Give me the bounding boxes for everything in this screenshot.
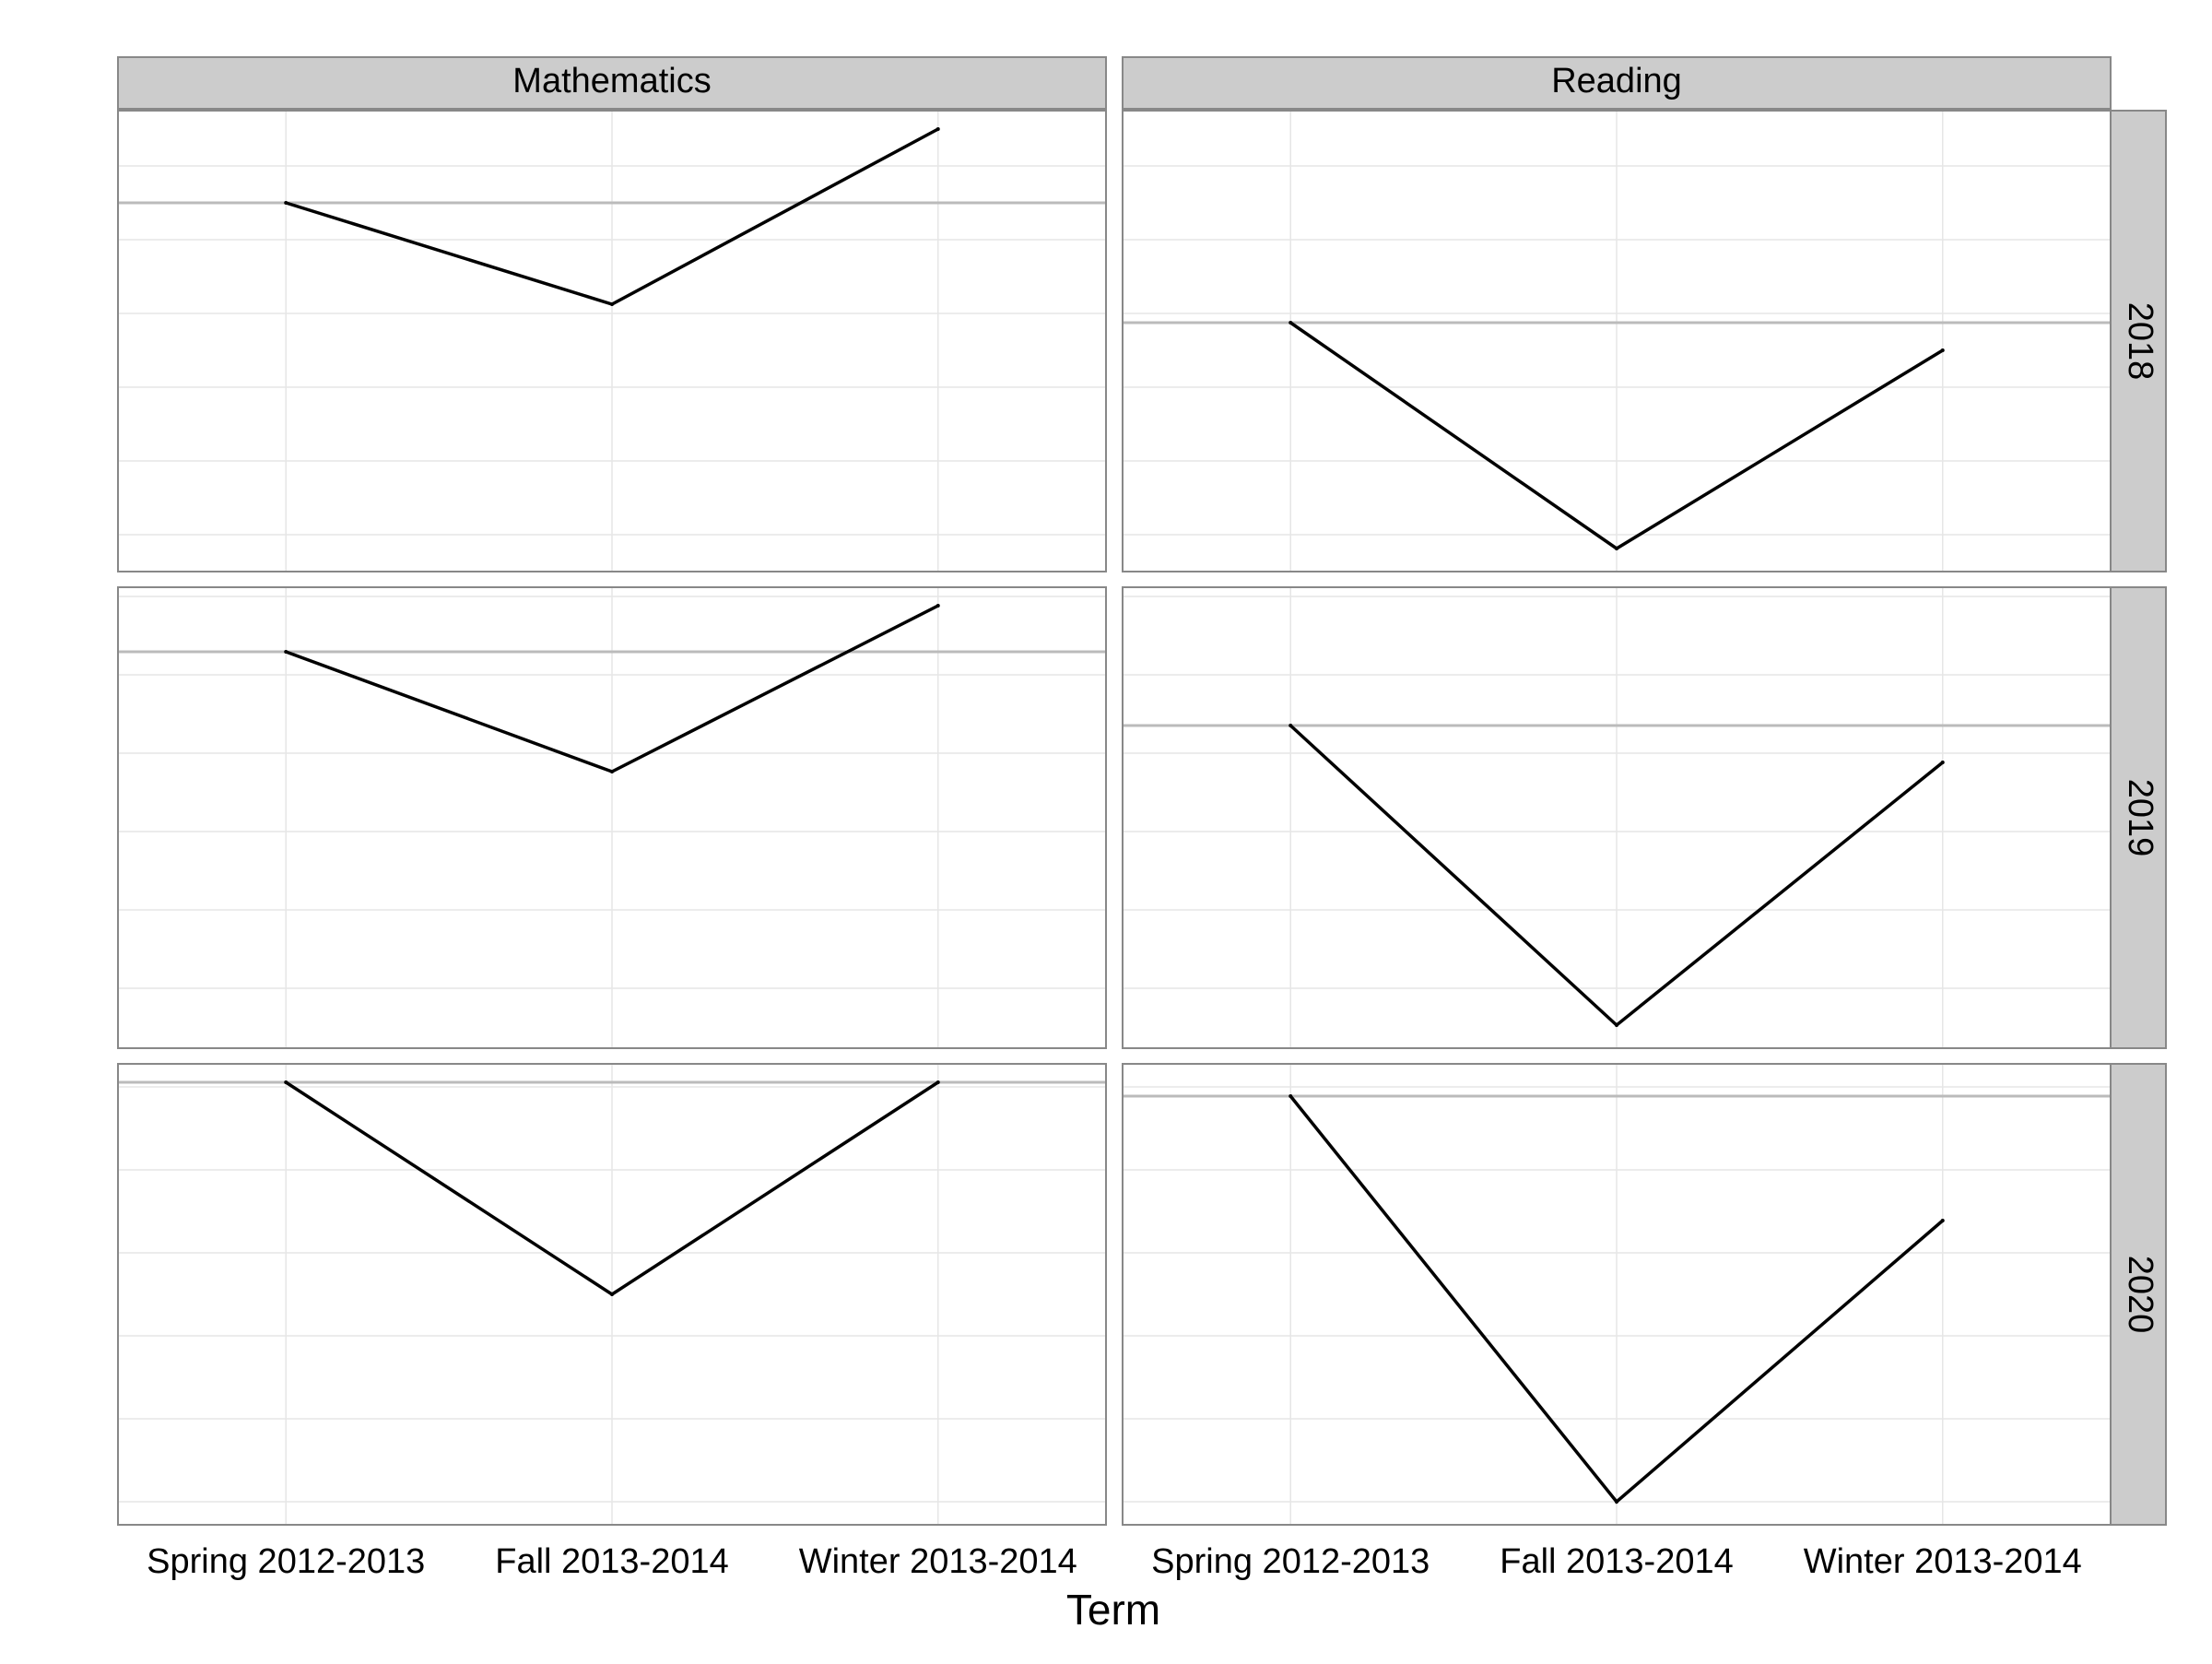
data-point-mathematics-2020-0 xyxy=(284,1080,288,1084)
x-tick-label-mathematics-0: Spring 2012-2013 xyxy=(147,1542,425,1581)
panel-border-reading-2018 xyxy=(1122,110,2112,572)
data-point-mathematics-2019-2 xyxy=(935,604,940,608)
x-tick-label-reading-2: Winter 2013-2014 xyxy=(1804,1542,2082,1581)
panel-border-reading-2019 xyxy=(1122,586,2112,1049)
row-strip-label-2018: 2018 xyxy=(2121,302,2159,381)
data-point-reading-2018-0 xyxy=(1288,321,1293,325)
row-strip-2020 xyxy=(2110,1063,2167,1526)
data-point-mathematics-2019-1 xyxy=(610,770,614,773)
data-point-mathematics-2020-1 xyxy=(610,1292,614,1296)
data-point-mathematics-2018-0 xyxy=(284,201,288,205)
column-strip-reading xyxy=(1122,56,2112,110)
data-point-reading-2018-1 xyxy=(1615,547,1618,550)
x-tick-label-reading-0: Spring 2012-2013 xyxy=(1151,1542,1430,1581)
row-strip-label-2020: 2020 xyxy=(2121,1256,2159,1334)
data-point-reading-2019-1 xyxy=(1615,1023,1618,1027)
panel-border-reading-2020 xyxy=(1122,1063,2112,1526)
x-tick-label-mathematics-2: Winter 2013-2014 xyxy=(799,1542,1077,1581)
data-point-mathematics-2020-2 xyxy=(935,1080,940,1084)
column-strip-label-reading: Reading xyxy=(1551,62,1682,100)
panel-border-mathematics-2020 xyxy=(117,1063,1107,1526)
x-tick-label-mathematics-1: Fall 2013-2014 xyxy=(495,1542,729,1581)
column-strip-label-mathematics: Mathematics xyxy=(512,62,711,100)
data-point-reading-2020-2 xyxy=(1940,1219,1945,1222)
data-point-mathematics-2019-0 xyxy=(284,650,288,654)
row-strip-2019 xyxy=(2110,586,2167,1049)
data-point-reading-2020-1 xyxy=(1615,1500,1618,1504)
data-point-reading-2019-0 xyxy=(1288,724,1293,727)
x-axis-title: Term xyxy=(1066,1586,1160,1634)
data-point-reading-2019-2 xyxy=(1940,761,1945,764)
row-strip-label-2019: 2019 xyxy=(2121,779,2159,857)
data-point-mathematics-2018-1 xyxy=(610,302,614,306)
x-tick-label-reading-1: Fall 2013-2014 xyxy=(1500,1542,1734,1581)
panel-border-mathematics-2019 xyxy=(117,586,1107,1049)
row-strip-2018 xyxy=(2110,110,2167,572)
panel-border-mathematics-2018 xyxy=(117,110,1107,572)
data-point-mathematics-2018-2 xyxy=(935,127,940,131)
data-point-reading-2020-0 xyxy=(1288,1094,1293,1098)
data-point-reading-2018-2 xyxy=(1940,348,1945,352)
column-strip-mathematics xyxy=(117,56,1107,110)
